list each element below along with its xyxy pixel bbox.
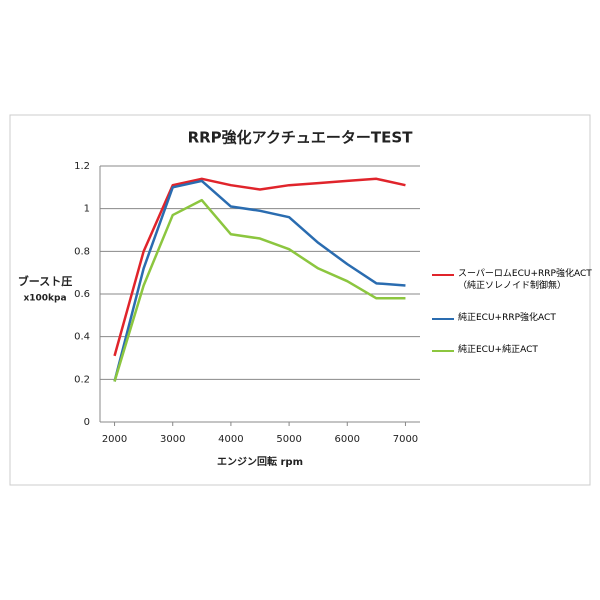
legend-label: スーパーロムECU+RRP強化ACT （純正ソレノイド制御無） xyxy=(458,269,592,291)
chart-frame xyxy=(9,114,591,486)
legend-item: 純正ECU+RRP強化ACT xyxy=(432,312,592,324)
legend-item: スーパーロムECU+RRP強化ACT （純正ソレノイド制御無） xyxy=(432,268,592,292)
y-tick-label: 0.4 xyxy=(74,332,90,343)
legend-swatch xyxy=(432,318,454,320)
y-tick-label: 0.8 xyxy=(74,246,90,257)
x-tick-label: 6000 xyxy=(335,434,360,445)
x-tick-label: 7000 xyxy=(393,434,418,445)
legend-swatch xyxy=(432,350,454,352)
chart-title: RRP強化アクチュエーターTEST xyxy=(188,129,414,147)
x-tick-label: 3000 xyxy=(160,434,185,445)
legend-swatch xyxy=(432,274,454,276)
x-tick-label: 4000 xyxy=(218,434,243,445)
y-axis-unit: x100kpa xyxy=(23,294,66,304)
x-axis-label: エンジン回転 rpm xyxy=(217,455,303,468)
series-line xyxy=(113,177,406,357)
y-tick-label: 0.6 xyxy=(74,289,90,300)
legend-label: 純正ECU+純正ACT xyxy=(458,345,538,355)
x-tick-label: 5000 xyxy=(276,434,301,445)
y-tick-label: 1 xyxy=(84,204,90,215)
series-line xyxy=(113,198,406,382)
y-tick-label: 0.2 xyxy=(74,374,90,385)
y-axis-label: ブースト圧 xyxy=(18,274,72,288)
legend-label: 純正ECU+RRP強化ACT xyxy=(458,313,556,323)
y-tick-label: 1.2 xyxy=(74,161,90,172)
x-tick-label: 2000 xyxy=(102,434,127,445)
series-line xyxy=(113,179,406,382)
y-tick-label: 0 xyxy=(84,417,90,428)
legend-item: 純正ECU+純正ACT xyxy=(432,344,592,356)
legend: スーパーロムECU+RRP強化ACT （純正ソレノイド制御無） 純正ECU+RRP… xyxy=(432,268,592,376)
